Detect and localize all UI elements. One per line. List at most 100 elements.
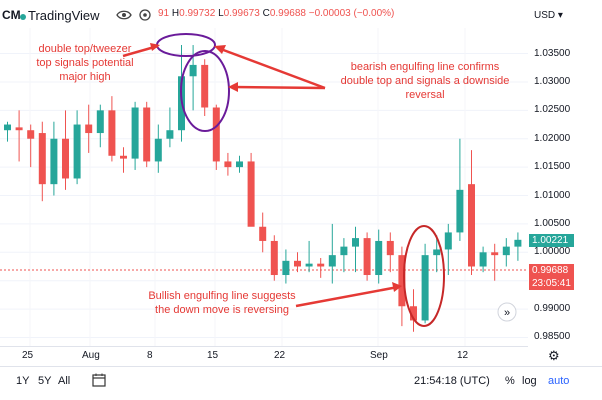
candle-body [317,263,325,267]
annotation-top-right-line3: reversal [405,89,444,101]
currency-label: USD [534,10,556,21]
ohlc-readout: 91 H0.99732 L0.99673 C0.99688 −0.00003 (… [158,8,394,19]
time-tick-label: Sep [370,350,388,361]
candle-body [27,130,35,139]
goto-date-icon[interactable] [92,373,106,390]
ohlc-low-value: 0.99673 [223,8,260,19]
range-all-button[interactable]: All [58,375,71,387]
candle-body [294,260,301,267]
candle-body [456,189,464,233]
candlestick-chart[interactable]: double top/tweezer top signals potential… [0,28,528,346]
candle-body [444,232,452,250]
engulfing-top-ellipse [180,50,230,132]
candle-body [259,226,267,241]
time-axis-settings-icon[interactable]: ⚙ [548,348,560,363]
arrow-right-to-top [217,46,326,90]
price-tick-label: 1.03000 [534,75,571,87]
candle-body [236,161,243,168]
candle-body [73,124,81,179]
time-tick-label: 12 [457,350,469,361]
symbol-label[interactable]: CM [2,8,21,22]
ohlc-open-fragment: 91 [158,8,170,19]
auto-toggle[interactable]: auto [548,375,570,387]
candle-body [189,64,197,77]
arrow-bottom [295,285,399,308]
ohlc-change: −0.00003 (−0.00%) [308,8,395,19]
arrowhead-bottom [392,282,402,292]
candle-body [340,246,348,256]
scroll-right-button[interactable]: » [497,302,517,322]
candle-body [38,133,46,185]
settings-icon[interactable] [138,8,152,25]
ohlc-close-label: C [262,8,270,19]
price-tick-label: 1.01000 [534,189,571,201]
annotation-top-right-line1: bearish engulfing line confirms [351,61,500,73]
candle-body [201,64,209,108]
time-tick-label: 25 [22,350,34,361]
annotation-top-left-line3: major high [59,71,110,83]
annotation-top-left-line2: top signals potential [36,57,133,69]
candle-body [433,249,441,256]
candles-group [4,45,522,332]
candle-body [421,255,429,321]
candle-body [514,239,522,247]
candle-body [270,240,278,276]
ohlc-high-label: H [171,8,180,19]
range-5y-button[interactable]: 5Y [38,375,52,387]
candle-body [143,107,151,162]
candle-body [468,184,475,267]
candle-body [212,107,220,162]
price-tick-label: 1.00000 [534,246,571,258]
candle-body [247,161,255,227]
last-price-value: 0.99688 [532,265,569,277]
chevron-down-icon: ▾ [557,10,563,21]
candle-body [375,240,383,276]
candle-body [491,252,499,256]
candle-body [154,138,162,162]
ohlc-high-value: 0.99732 [179,8,216,19]
bar-countdown: 23:05:41 [532,278,571,290]
price-tag-secondary: 1.00221 [529,233,574,247]
candle-body [62,138,69,179]
annotation-overlay: double top/tweezer top signals potential… [36,33,509,327]
candle-body [166,130,174,139]
time-tick-label: Aug [82,350,100,361]
time-tick-label: 22 [274,350,286,361]
price-axis[interactable]: 1.03500 1.03000 1.02500 1.02000 1.01500 1.010… [528,28,602,346]
candle-body [386,240,394,256]
arrowhead-right-to-engulf [228,82,238,92]
price-tag-secondary-value: 1.00221 [532,234,569,246]
eye-icon[interactable] [116,8,132,25]
candle-body [50,138,58,185]
candle-body [108,110,116,156]
time-tick-label: 8 [147,350,153,361]
arrowhead-top-left [150,43,160,51]
arrowhead-right-to-top [214,45,226,54]
clock-readout[interactable]: 21:54:18 (UTC) [414,375,490,387]
candle-body [479,252,487,267]
ohlc-close-value: 0.99688 [269,8,306,19]
candle-body [398,255,406,307]
candle-body [96,110,104,134]
percent-toggle[interactable]: % [505,375,515,387]
log-toggle[interactable]: log [522,375,537,387]
candle-body [4,124,11,131]
market-status-dot [20,14,26,20]
chart-grid [0,28,528,346]
engulfing-bottom-ellipse [403,225,445,327]
time-axis[interactable]: 25 Aug 8 15 22 Sep 12 [0,346,528,363]
candle-body [352,238,359,247]
annotation-bottom-line1: Bullish engulfing line suggests [148,290,296,302]
currency-selector[interactable]: USD ▾ [534,10,563,21]
price-tick-label: 0.99000 [534,303,571,315]
double-top-ellipse [156,33,216,57]
price-tick-label: 1.02500 [534,104,571,116]
annotation-bottom-line2: the down move is reversing [155,304,289,316]
candle-body [120,155,127,159]
range-1y-button[interactable]: 1Y [16,375,30,387]
candle-body [15,127,23,131]
candle-body [85,124,93,134]
brand-label: TradingView [28,8,100,23]
candle-body [328,255,336,267]
